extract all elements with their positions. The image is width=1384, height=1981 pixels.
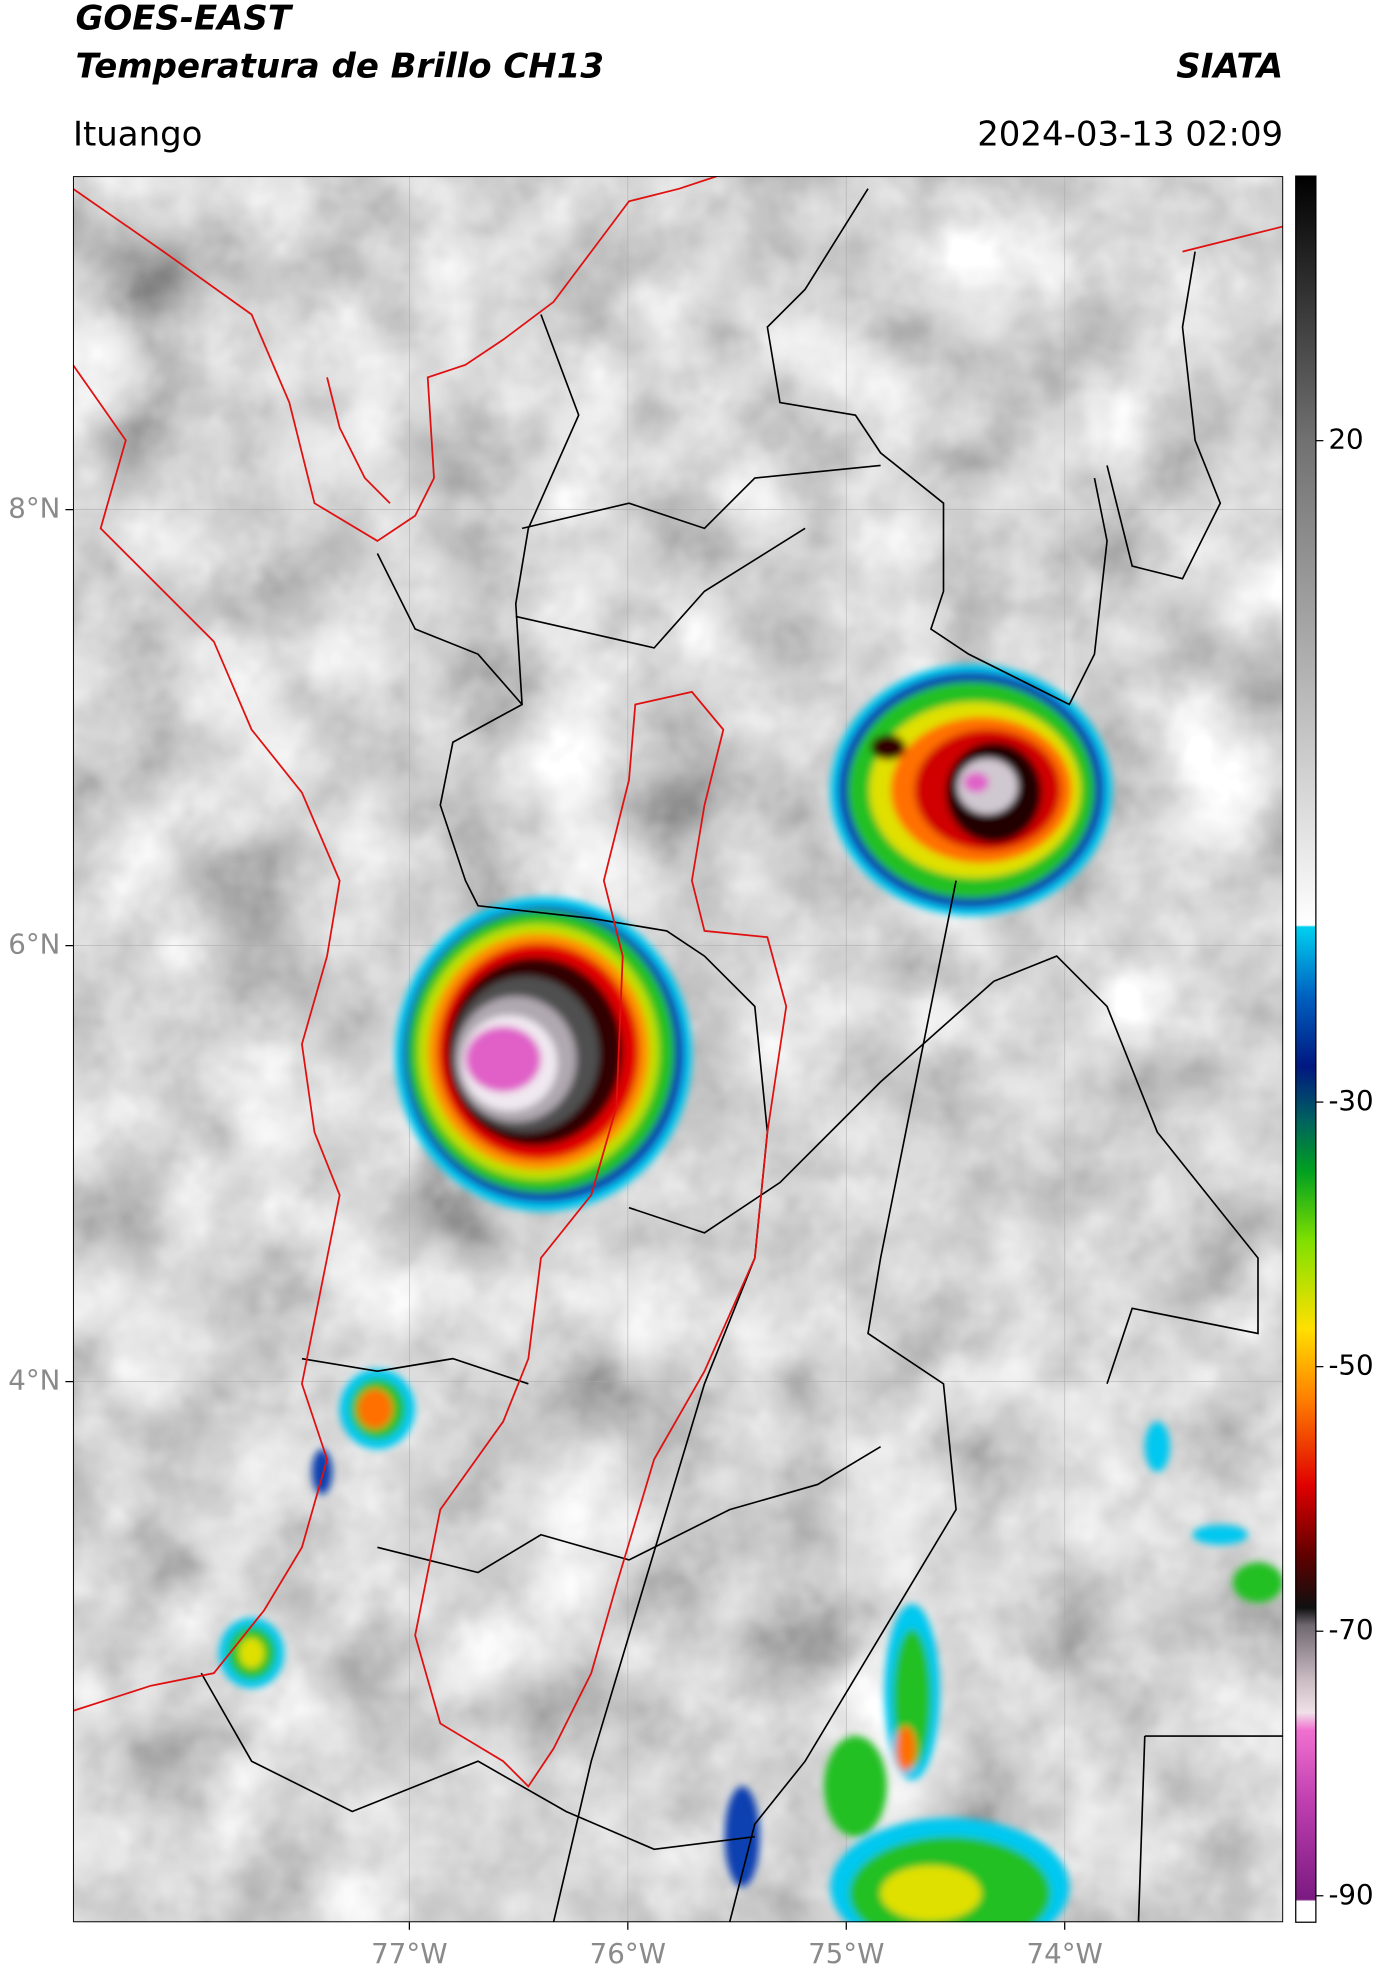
x-tick-label: 75°W <box>808 1937 884 1970</box>
x-tick-label: 74°W <box>1027 1937 1103 1970</box>
map-ticks: 77°W 76°W 75°W 74°W 8°N 6°N 4°N <box>8 492 1103 1970</box>
y-tick-label: 6°N <box>8 928 60 961</box>
subtitle: Temperatura de Brillo CH13 <box>75 46 603 86</box>
colorbar-label: -30 <box>1328 1084 1373 1117</box>
y-tick-label: 8°N <box>8 492 60 525</box>
colorbar-ticks: 20 -30 -50 -70 -90 <box>1315 423 1374 1911</box>
colorbar-label: -90 <box>1328 1878 1373 1911</box>
source: SIATA <box>1176 46 1283 86</box>
admin-borders <box>200 188 1284 1923</box>
department-borders <box>72 176 1284 1788</box>
figure: GOES-EAST Temperatura de Brillo CH13 SIA… <box>8 0 1373 1970</box>
colorbar-label: -70 <box>1328 1613 1373 1646</box>
y-tick-label: 4°N <box>8 1364 60 1397</box>
x-tick-label: 76°W <box>590 1937 666 1970</box>
colorbar-label: -50 <box>1328 1349 1373 1382</box>
colorbar-label: 20 <box>1328 423 1363 456</box>
storm-cells <box>218 664 1284 1923</box>
colorbar <box>1295 175 1317 1923</box>
datetime: 2024-03-13 02:09 <box>977 114 1283 154</box>
x-tick-label: 77°W <box>371 1937 447 1970</box>
region: Ituango <box>73 114 203 154</box>
map-area <box>72 176 1284 1923</box>
title: GOES-EAST <box>75 0 293 39</box>
